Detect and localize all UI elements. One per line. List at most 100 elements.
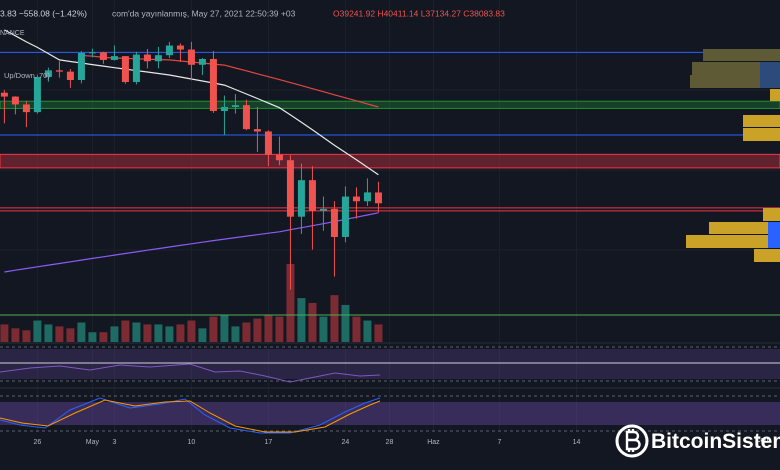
x-tick-label: 7 (498, 439, 502, 446)
x-tick-label: 26 (34, 439, 42, 446)
volume-bar (66, 328, 75, 342)
volume-bar (308, 302, 317, 342)
candle-body (77, 52, 85, 80)
candle-body (33, 76, 41, 113)
volume-bar (209, 316, 218, 342)
watermark: BitcoinSistemi .com (615, 424, 780, 458)
volume-bar (132, 322, 141, 342)
volume-bar (187, 320, 196, 342)
vp-bar (743, 128, 780, 141)
header-ohlc: O39241.92 H40411.14 L37134.27 C38083.83 (333, 8, 505, 18)
candle-body (154, 55, 162, 62)
candle-body (22, 104, 30, 113)
ma-label: Up/Down, 70) (4, 71, 50, 80)
vp-bar (768, 222, 780, 248)
candle-body (363, 192, 371, 202)
volume-bar (22, 330, 31, 342)
candle-body (165, 45, 173, 56)
candle-body (374, 192, 382, 204)
vp-bar (692, 62, 780, 75)
candle-body (121, 56, 129, 83)
x-tick-label: Haz (427, 439, 440, 446)
volume-bar (253, 318, 262, 342)
brand-part: Sistemi (722, 430, 780, 453)
volume-bar (275, 316, 284, 342)
candle-body (242, 105, 250, 130)
x-tick-label: 3 (112, 439, 116, 446)
candle-body (220, 106, 228, 112)
vp-bar (763, 208, 780, 221)
candle-body (110, 56, 118, 60)
volume-bar (44, 324, 53, 342)
volume-bar (297, 298, 306, 342)
marks (0, 29, 780, 342)
volume-bar (99, 332, 108, 342)
ma-line (4, 212, 379, 273)
candle-body (264, 131, 272, 155)
vp-bar (709, 222, 780, 234)
x-tick-label: May (86, 439, 100, 446)
ma-line (81, 54, 379, 108)
candle-body (143, 54, 151, 62)
candle-body (253, 129, 261, 132)
brand: BitcoinSistemi (651, 430, 780, 453)
candle-body (11, 96, 19, 105)
candle-body (352, 196, 360, 202)
candle-body (319, 208, 327, 211)
volume-bar (363, 320, 372, 342)
volume-bar (330, 295, 339, 342)
candle-body (99, 52, 107, 60)
candle-body (187, 49, 195, 65)
volume-bar (154, 324, 163, 342)
candle-body (286, 160, 294, 217)
x-axis: 26 May 3 10 17 24 28 Haz 7 14 (34, 439, 581, 446)
x-tick-label: 14 (573, 439, 581, 446)
vp-bar (686, 235, 780, 248)
volume-bar (231, 326, 240, 342)
logo-ring (615, 424, 649, 458)
stoch-d (0, 399, 381, 433)
volume-bar (220, 314, 229, 342)
volume-bar (319, 316, 328, 342)
volume-bar (198, 328, 207, 342)
volume-bar (341, 304, 350, 342)
volume-bar (352, 316, 361, 342)
stoch-k (0, 397, 381, 434)
candle-body (330, 208, 338, 237)
volume-bar (110, 326, 119, 342)
volume-bar (176, 324, 185, 342)
x-tick-label: 10 (188, 439, 196, 446)
volume-bar (11, 328, 20, 342)
zone (0, 100, 780, 109)
candle-body (275, 154, 283, 161)
brand-part: Bitcoin (651, 430, 722, 453)
volume-bar (77, 322, 86, 342)
vp-bar (690, 75, 780, 88)
volume-bar (165, 326, 174, 342)
volume-profile (686, 49, 780, 262)
x-tick-label: 24 (342, 439, 350, 446)
volume-bar (0, 324, 9, 342)
header-published: com'da yayınlanmış, May 27, 2021 22:50:3… (112, 8, 296, 18)
candle-body (231, 105, 239, 107)
vp-bar (754, 249, 780, 262)
x-tick-label: 28 (386, 439, 394, 446)
vp-bar (770, 89, 780, 101)
stoch-band (0, 402, 780, 425)
header-change: 3.83 −558.08 (−1.42%) (0, 8, 87, 18)
candle-body (55, 70, 63, 72)
volume-bar (33, 320, 42, 342)
volume-bar (286, 263, 295, 342)
candle-body (308, 180, 316, 211)
rsi-line (0, 363, 381, 383)
candle-body (198, 58, 206, 65)
exchange-label: NANCE (0, 30, 25, 37)
volume-bar (264, 314, 273, 342)
volume-bar (143, 324, 152, 342)
candle-body (297, 180, 305, 217)
brand-domain: .com (755, 437, 770, 444)
candle-body (341, 196, 349, 237)
volume-bar (242, 322, 251, 342)
